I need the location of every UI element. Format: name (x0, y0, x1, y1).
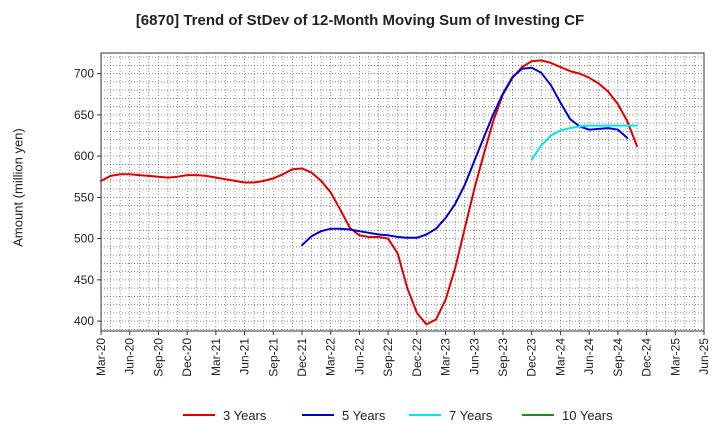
legend-label-3-years: 3 Years (223, 408, 267, 423)
series-line-7-years (530, 124, 638, 161)
y-tick-label: 600 (74, 149, 94, 163)
x-tick-label: Mar-20 (94, 338, 108, 376)
x-tick-label: Sep-24 (611, 338, 625, 377)
x-tick-label: Jun-25 (697, 338, 711, 375)
x-tick-label: Dec-23 (525, 338, 539, 377)
x-tick-label: Mar-21 (209, 338, 223, 376)
y-tick-label: 700 (74, 67, 94, 81)
axis-layer: 400 450 500 550 600 650 700 Mar-20 Jun-20 Sep-20 D… (74, 52, 711, 377)
x-tick-label: Sep-20 (151, 338, 165, 377)
x-tick-label: Jun-20 (123, 338, 137, 375)
legend-label-5-years: 5 Years (342, 408, 386, 423)
y-tick-label: 400 (74, 314, 94, 328)
x-tick-label: Dec-21 (295, 338, 309, 377)
chart-title: [6870] Trend of StDev of 12-Month Moving… (135, 12, 585, 29)
x-tick-label: Dec-24 (640, 338, 654, 377)
x-tick-label: Dec-22 (410, 338, 424, 377)
y-tick-label: 650 (74, 108, 94, 122)
x-tick-label: Jun-21 (238, 338, 252, 375)
x-tick-label: Jun-22 (352, 338, 366, 375)
x-tick-label: Sep-23 (496, 338, 510, 377)
series-line-3-years (100, 59, 638, 326)
grid-layer (100, 53, 705, 331)
legend-label-10-years: 10 Years (562, 408, 613, 423)
y-tick-label: 450 (74, 273, 94, 287)
plot-background (101, 53, 704, 331)
plot-frame (100, 52, 705, 332)
x-tick-label: Dec-20 (180, 338, 194, 377)
x-tick-label: Mar-22 (324, 338, 338, 376)
x-tick-label: Jun-24 (582, 338, 596, 375)
legend: 3 Years 5 Years 7 Years 10 Years (183, 408, 613, 423)
y-tick-label: 500 (74, 232, 94, 246)
series-line-5-years (301, 66, 629, 247)
x-tick-label: Mar-24 (553, 338, 567, 376)
series-layer (100, 59, 638, 326)
y-tick-label: 550 (74, 190, 94, 204)
x-tick-label: Jun-23 (467, 338, 481, 375)
x-tick-label: Mar-23 (439, 338, 453, 376)
legend-label-7-years: 7 Years (449, 408, 493, 423)
x-tick-label: Sep-21 (266, 338, 280, 377)
x-tick-label: Mar-25 (668, 338, 682, 376)
x-tick-label: Sep-22 (381, 338, 395, 377)
